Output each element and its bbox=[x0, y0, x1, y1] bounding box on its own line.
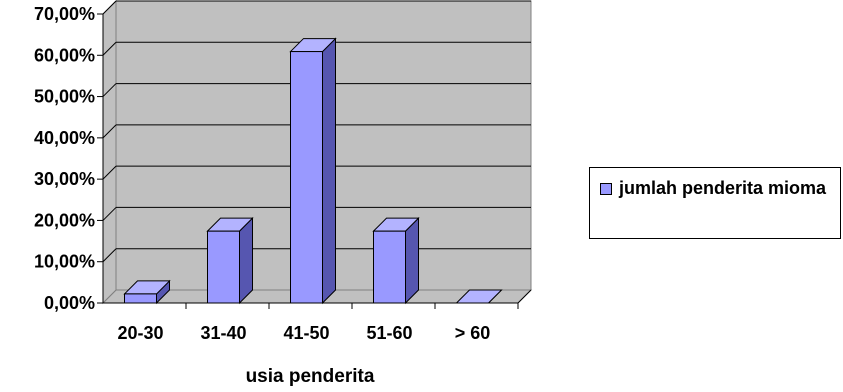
x-tick-label: 20-30 bbox=[117, 323, 163, 343]
bar-front bbox=[290, 51, 323, 304]
y-tick-label: 10,00% bbox=[34, 252, 95, 272]
gridline-depth bbox=[102, 41, 117, 56]
bar-front bbox=[207, 230, 240, 304]
gridline-depth bbox=[102, 124, 117, 139]
x-tick-label: 51-60 bbox=[366, 323, 412, 343]
y-tick-label: 50,00% bbox=[34, 87, 95, 107]
bar-side bbox=[322, 37, 336, 305]
bar-side bbox=[405, 216, 419, 305]
y-tick-label: 30,00% bbox=[34, 169, 95, 189]
y-tick-label: 0,00% bbox=[44, 293, 95, 313]
x-tick-label: 31-40 bbox=[200, 323, 246, 343]
bar-side bbox=[239, 216, 253, 305]
y-tick-labels: 0,00% 10,00% 20,00% 30,00% 40,00% 50,00% 60,00… bbox=[34, 4, 95, 313]
y-tick-label: 70,00% bbox=[34, 4, 95, 24]
x-axis-depth-line bbox=[517, 289, 532, 304]
y-tick-label: 40,00% bbox=[34, 128, 95, 148]
x-tick-label: > 60 bbox=[455, 323, 491, 343]
gridline-depth bbox=[102, 83, 117, 97]
x-tick-label: 41-50 bbox=[283, 323, 329, 343]
bar-front bbox=[373, 230, 406, 304]
bar-31-40 bbox=[206, 216, 254, 305]
bars bbox=[123, 37, 503, 305]
bar-51-60 bbox=[372, 216, 420, 305]
gridline-depth bbox=[102, 248, 117, 263]
bar-front bbox=[124, 293, 157, 304]
legend-label: jumlah penderita mioma bbox=[619, 178, 827, 198]
gridline-depth bbox=[102, 0, 117, 15]
legend-swatch bbox=[600, 183, 612, 195]
bar-41-50 bbox=[289, 37, 337, 305]
legend: jumlah penderita mioma bbox=[589, 167, 841, 239]
bar-60 bbox=[455, 289, 503, 304]
gridline-depth bbox=[102, 207, 117, 221]
x-tick-labels: 20-30 31-40 41-50 51-60 > 60 bbox=[117, 323, 490, 343]
y-tick-label: 20,00% bbox=[34, 210, 95, 230]
x-axis-title: usia penderita bbox=[245, 366, 375, 387]
side-wall bbox=[102, 0, 117, 305]
y-tick-label: 60,00% bbox=[34, 45, 95, 65]
bar-20-30 bbox=[123, 279, 171, 305]
gridline-depth bbox=[102, 165, 117, 180]
bar-top bbox=[455, 289, 503, 304]
